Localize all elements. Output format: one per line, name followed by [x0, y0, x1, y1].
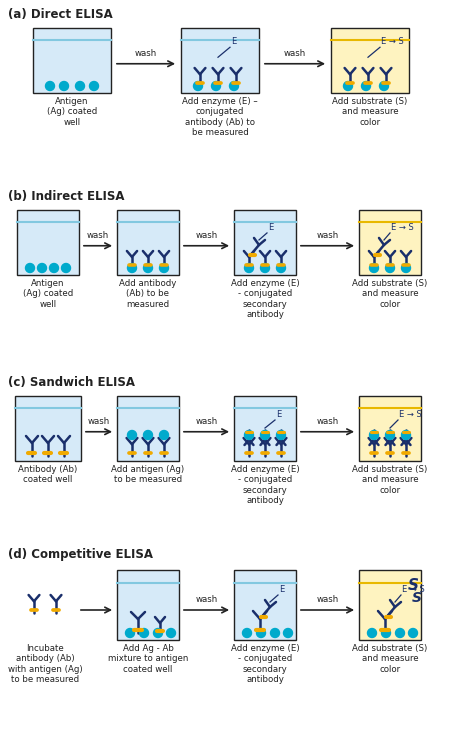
- Text: E: E: [268, 223, 273, 232]
- Circle shape: [245, 431, 254, 440]
- Text: wash: wash: [195, 230, 218, 240]
- Bar: [331, 28, 409, 93]
- Bar: [17, 210, 79, 275]
- Text: (a) Direct ELISA: (a) Direct ELISA: [8, 8, 113, 21]
- Circle shape: [37, 264, 46, 272]
- Circle shape: [344, 81, 353, 90]
- Circle shape: [401, 431, 410, 440]
- Circle shape: [370, 264, 379, 272]
- Text: wash: wash: [316, 230, 338, 240]
- Text: Antigen
(Ag) coated
well: Antigen (Ag) coated well: [47, 97, 97, 127]
- Bar: [234, 570, 296, 640]
- Text: wash: wash: [195, 595, 218, 604]
- Circle shape: [261, 264, 270, 272]
- Circle shape: [128, 431, 137, 440]
- Circle shape: [382, 628, 391, 638]
- Text: (b) Indirect ELISA: (b) Indirect ELISA: [8, 190, 125, 203]
- Text: Add enzyme (E)
- conjugated
secondary
antibody: Add enzyme (E) - conjugated secondary an…: [231, 644, 299, 684]
- Circle shape: [211, 81, 220, 90]
- Circle shape: [60, 81, 69, 90]
- Text: E → S: E → S: [402, 585, 425, 594]
- Circle shape: [367, 628, 376, 638]
- Circle shape: [370, 431, 379, 440]
- Text: wash: wash: [87, 230, 109, 240]
- Bar: [181, 28, 259, 93]
- Circle shape: [409, 628, 418, 638]
- Text: Antigen
(Ag) coated
well: Antigen (Ag) coated well: [23, 279, 73, 309]
- Text: wash: wash: [316, 417, 338, 426]
- Circle shape: [401, 264, 410, 272]
- Bar: [117, 396, 179, 461]
- Circle shape: [139, 628, 148, 638]
- Circle shape: [46, 81, 55, 90]
- Text: Add enzyme (E)
- conjugated
secondary
antibody: Add enzyme (E) - conjugated secondary an…: [231, 465, 299, 505]
- Text: S: S: [412, 592, 422, 606]
- Text: wash: wash: [316, 595, 338, 604]
- Circle shape: [159, 264, 168, 272]
- Bar: [117, 570, 179, 640]
- Bar: [234, 210, 296, 275]
- Circle shape: [283, 628, 292, 638]
- Bar: [359, 396, 421, 461]
- Circle shape: [75, 81, 84, 90]
- Circle shape: [26, 264, 35, 272]
- Circle shape: [166, 628, 175, 638]
- Text: E: E: [276, 410, 281, 419]
- Bar: [33, 28, 111, 93]
- Circle shape: [385, 431, 394, 440]
- Bar: [359, 210, 421, 275]
- Circle shape: [243, 628, 252, 638]
- Circle shape: [159, 431, 168, 440]
- Text: wash: wash: [284, 48, 306, 58]
- Circle shape: [193, 81, 202, 90]
- Circle shape: [144, 264, 153, 272]
- Text: Antibody (Ab)
coated well: Antibody (Ab) coated well: [18, 465, 78, 484]
- Text: Add substrate (S)
and measure
color: Add substrate (S) and measure color: [352, 644, 428, 674]
- Text: Add antibody
(Ab) to be
measured: Add antibody (Ab) to be measured: [119, 279, 177, 309]
- Circle shape: [245, 264, 254, 272]
- Text: Add Ag - Ab
mixture to antigen
coated well: Add Ag - Ab mixture to antigen coated we…: [108, 644, 188, 674]
- Text: E: E: [231, 37, 236, 46]
- Text: Add enzyme (E) –
conjugated
antibody (Ab) to
be measured: Add enzyme (E) – conjugated antibody (Ab…: [182, 97, 258, 137]
- Circle shape: [128, 264, 137, 272]
- Text: Add enzyme (E)
- conjugated
secondary
antibody: Add enzyme (E) - conjugated secondary an…: [231, 279, 299, 319]
- Text: Incubate
antibody (Ab)
with antigen (Ag)
to be measured: Incubate antibody (Ab) with antigen (Ag)…: [8, 644, 82, 684]
- Text: Add substrate (S)
and measure
color: Add substrate (S) and measure color: [332, 97, 408, 127]
- Circle shape: [126, 628, 135, 638]
- Circle shape: [380, 81, 389, 90]
- Circle shape: [144, 431, 153, 440]
- Text: E → S: E → S: [399, 410, 422, 419]
- Text: Add substrate (S)
and measure
color: Add substrate (S) and measure color: [352, 279, 428, 309]
- Text: S: S: [408, 578, 419, 592]
- Text: (c) Sandwich ELISA: (c) Sandwich ELISA: [8, 376, 135, 389]
- Circle shape: [395, 628, 404, 638]
- Bar: [117, 210, 179, 275]
- Bar: [359, 570, 421, 640]
- Circle shape: [362, 81, 371, 90]
- Circle shape: [276, 431, 285, 440]
- Text: wash: wash: [135, 48, 157, 58]
- Circle shape: [385, 264, 394, 272]
- Bar: [15, 396, 81, 461]
- Circle shape: [90, 81, 99, 90]
- Text: E: E: [279, 585, 284, 594]
- Circle shape: [276, 264, 285, 272]
- Circle shape: [62, 264, 71, 272]
- Circle shape: [154, 628, 163, 638]
- Circle shape: [261, 431, 270, 440]
- Text: Add antigen (Ag)
to be measured: Add antigen (Ag) to be measured: [111, 465, 184, 484]
- Circle shape: [271, 628, 280, 638]
- Text: E → S: E → S: [391, 223, 414, 232]
- Text: E → S: E → S: [381, 37, 404, 46]
- Text: wash: wash: [195, 417, 218, 426]
- Text: Add substrate (S)
and measure
color: Add substrate (S) and measure color: [352, 465, 428, 495]
- Text: wash: wash: [88, 417, 110, 426]
- Text: (d) Competitive ELISA: (d) Competitive ELISA: [8, 548, 153, 561]
- Bar: [234, 396, 296, 461]
- Circle shape: [49, 264, 58, 272]
- Circle shape: [229, 81, 238, 90]
- Circle shape: [256, 628, 265, 638]
